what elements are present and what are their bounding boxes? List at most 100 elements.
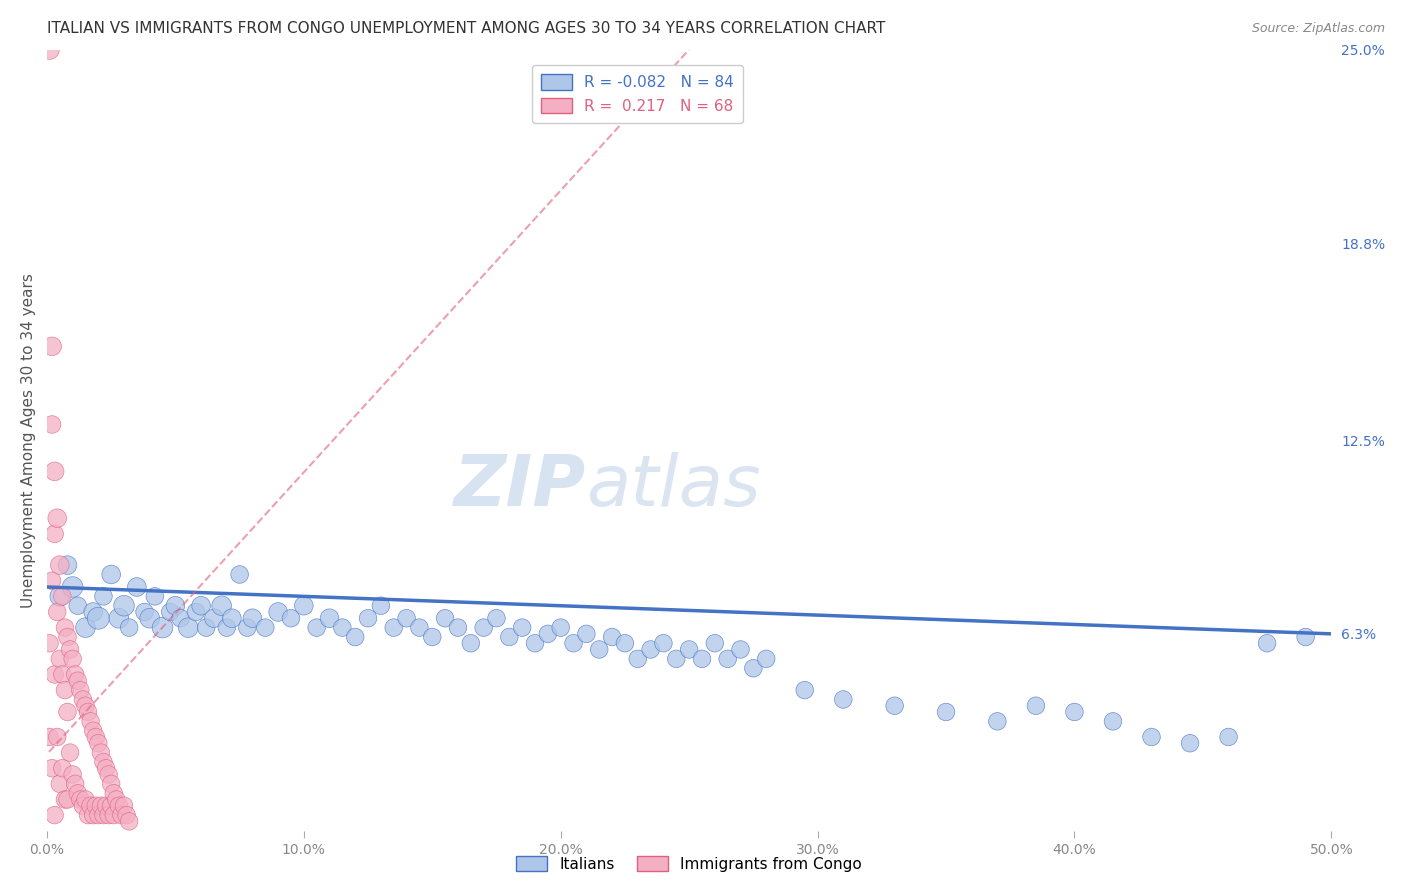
Point — [537, 627, 560, 641]
Point — [108, 611, 131, 625]
Point — [678, 642, 700, 657]
Point — [75, 698, 97, 713]
Point — [79, 714, 101, 729]
Point — [44, 667, 66, 681]
Point — [87, 808, 110, 822]
Point — [84, 730, 107, 744]
Point — [44, 526, 66, 541]
Point — [38, 730, 60, 744]
Point — [66, 786, 89, 800]
Point — [883, 698, 905, 713]
Point — [472, 621, 495, 635]
Text: Source: ZipAtlas.com: Source: ZipAtlas.com — [1251, 22, 1385, 36]
Point — [550, 621, 572, 635]
Point — [1140, 730, 1163, 744]
Point — [755, 652, 778, 666]
Point — [53, 792, 76, 806]
Point — [447, 621, 470, 635]
Point — [59, 642, 82, 657]
Point — [202, 611, 225, 625]
Point — [79, 798, 101, 813]
Point — [143, 590, 166, 604]
Point — [75, 621, 97, 635]
Point — [159, 605, 181, 619]
Point — [115, 808, 138, 822]
Point — [652, 636, 675, 650]
Point — [97, 808, 120, 822]
Point — [382, 621, 405, 635]
Point — [66, 673, 89, 688]
Point — [53, 683, 76, 698]
Point — [82, 808, 104, 822]
Point — [38, 42, 60, 56]
Point — [613, 636, 636, 650]
Point — [184, 605, 207, 619]
Point — [100, 567, 122, 582]
Point — [640, 642, 662, 657]
Point — [75, 792, 97, 806]
Point — [562, 636, 585, 650]
Point — [125, 580, 148, 594]
Point — [112, 599, 135, 613]
Point — [90, 746, 112, 760]
Point — [56, 630, 79, 644]
Y-axis label: Unemployment Among Ages 30 to 34 years: Unemployment Among Ages 30 to 34 years — [21, 273, 35, 607]
Point — [318, 611, 340, 625]
Point — [94, 761, 117, 775]
Point — [41, 417, 63, 432]
Text: ZIP: ZIP — [454, 452, 586, 522]
Point — [1178, 736, 1201, 750]
Point — [221, 611, 243, 625]
Point — [112, 798, 135, 813]
Point — [344, 630, 367, 644]
Point — [69, 683, 91, 698]
Point — [56, 558, 79, 573]
Point — [524, 636, 547, 650]
Point — [51, 590, 73, 604]
Point — [134, 605, 156, 619]
Point — [152, 621, 174, 635]
Point — [53, 621, 76, 635]
Point — [600, 630, 623, 644]
Point — [41, 761, 63, 775]
Point — [177, 621, 200, 635]
Point — [742, 661, 765, 675]
Point — [84, 798, 107, 813]
Point — [138, 611, 160, 625]
Point — [90, 798, 112, 813]
Point — [485, 611, 508, 625]
Point — [357, 611, 380, 625]
Point — [46, 605, 69, 619]
Point — [215, 621, 238, 635]
Point — [105, 792, 128, 806]
Point — [56, 792, 79, 806]
Point — [730, 642, 752, 657]
Point — [267, 605, 290, 619]
Point — [56, 705, 79, 719]
Point — [254, 621, 277, 635]
Point — [49, 777, 72, 791]
Point — [49, 652, 72, 666]
Point — [211, 599, 233, 613]
Point — [38, 636, 60, 650]
Point — [49, 590, 72, 604]
Point — [460, 636, 482, 650]
Point — [87, 611, 110, 625]
Point — [292, 599, 315, 613]
Point — [195, 621, 218, 635]
Text: atlas: atlas — [586, 452, 761, 522]
Point — [51, 761, 73, 775]
Point — [77, 808, 100, 822]
Point — [62, 580, 84, 594]
Point — [62, 652, 84, 666]
Point — [1063, 705, 1085, 719]
Point — [703, 636, 725, 650]
Point — [93, 590, 115, 604]
Point — [93, 808, 115, 822]
Point — [110, 808, 132, 822]
Point — [46, 511, 69, 525]
Point — [118, 814, 141, 829]
Point — [103, 786, 125, 800]
Point — [169, 611, 191, 625]
Point — [690, 652, 713, 666]
